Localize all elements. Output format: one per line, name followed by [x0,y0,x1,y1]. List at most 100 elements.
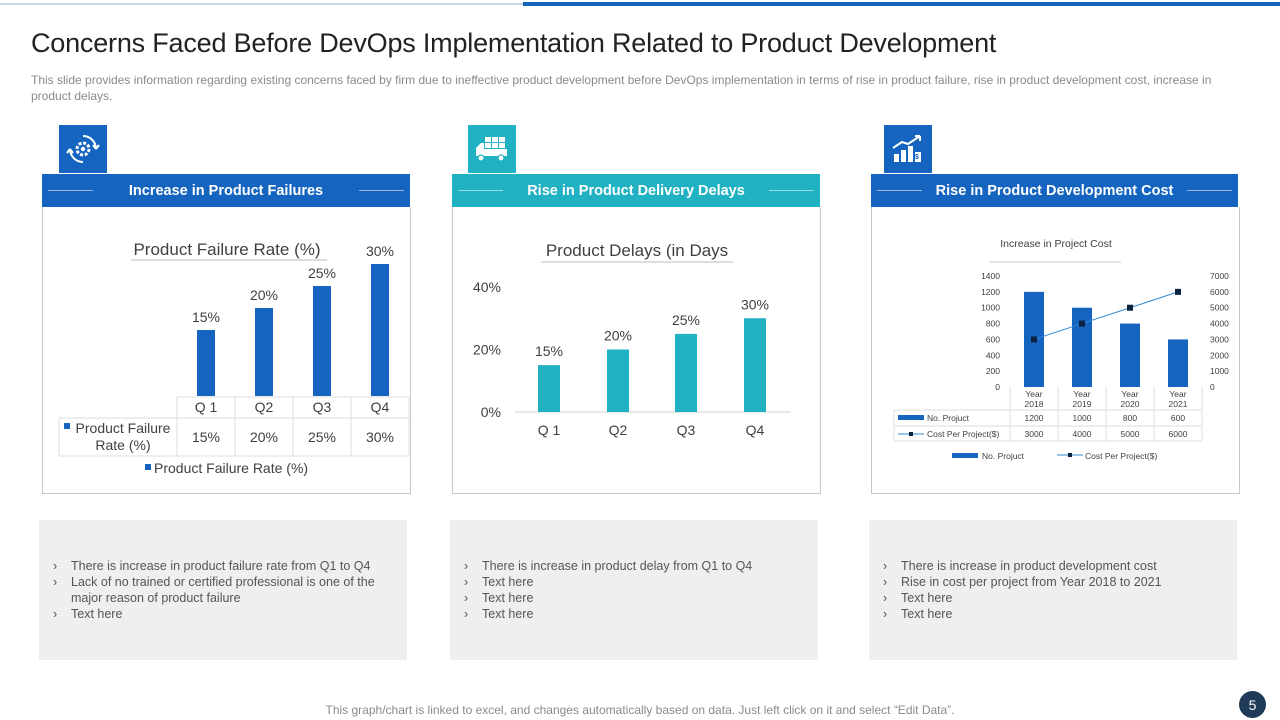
y-left-tick-label: 1400 [981,271,1000,281]
failure-table-value: 30% [366,429,394,445]
note-item: There is increase in product delay from … [462,558,806,574]
note-item: Text here [462,606,806,622]
project-count-table-value: 800 [1123,413,1137,423]
note-item: There is increase in product failure rat… [51,558,395,574]
failure-bar-label: 15% [192,309,220,325]
table-bar-key [898,415,924,420]
failure-bar-label: 25% [308,265,336,281]
y-left-tick-label: 600 [986,334,1000,344]
page-number: 5 [1239,691,1266,718]
delay-category-label: Q4 [746,422,765,438]
top-accent-line-dark [523,2,1280,6]
y-right-tick-label: 4000 [1210,319,1229,329]
table-line-key [909,432,913,436]
chart-3-legend-1: No. Projuct [982,451,1025,461]
slide-title: Concerns Faced Before DevOps Implementat… [31,28,997,58]
failure-category-label: Q4 [371,399,390,415]
project-count-bar [1120,323,1140,387]
note-item: Text here [462,574,806,590]
failure-bar-label: 20% [250,287,278,303]
legend-line-key [1068,453,1072,457]
cost-per-project-marker [1175,288,1181,295]
project-count-bar [1168,339,1188,387]
failure-bar [197,330,215,396]
delay-bar [607,349,629,412]
x-category-label: Year [1169,389,1186,399]
panel-1-notes: There is increase in product failure rat… [39,520,407,660]
project-count-table-value: 1200 [1025,413,1044,423]
panel-3-notes: There is increase in product development… [869,520,1237,660]
delivery-delay-chart-panel: Product Delays (in Days 0% 20% 40% 15% Q 1 2… [452,207,821,494]
note-item: There is increase in product development… [881,558,1225,574]
y-right-tick-label: 2000 [1210,350,1229,360]
note-item: Rise in cost per project from Year 2018 … [881,574,1225,590]
svg-text:$: $ [915,154,919,161]
failure-rate-chart-panel: Product Failure Rate (%) 15% 20% 25% 30% Pr… [42,207,411,494]
panel-2-heading: Rise in Product Delivery Delays [452,174,820,207]
failure-table-value: 25% [308,429,336,445]
x-category-label: 2021 [1169,399,1188,409]
cost-per-project-marker [1079,320,1085,327]
table-series-2-label: Cost Per Project($) [927,429,999,439]
failure-table-value: 15% [192,429,220,445]
panel-2-heading-text: Rise in Product Delivery Delays [527,182,745,199]
y-right-tick-label: 3000 [1210,334,1229,344]
delay-bar-label: 15% [535,343,563,359]
panel-1-heading-text: Increase in Product Failures [128,182,324,199]
note-item: Lack of no trained or certified professi… [51,574,395,606]
delay-bar-label: 25% [672,312,700,328]
x-category-label: Year [1073,389,1090,399]
table-legend-key [64,423,70,429]
note-item: Text here [881,606,1225,622]
panel-3-heading: Rise in Product Development Cost [871,174,1238,207]
note-item: Text here [881,590,1225,606]
slide-subtitle: This slide provides information regardin… [31,73,1212,103]
failure-bar [313,286,331,396]
cost-per-project-line [1033,291,1179,340]
delay-category-label: Q2 [609,422,628,438]
failure-category-label: Q3 [313,399,332,415]
delay-bar [538,365,560,412]
y-left-tick-label: 400 [986,350,1000,360]
y-right-tick-label: 1000 [1210,366,1229,376]
chart-1-legend: Product Failure Rate (%) [154,460,308,476]
gear-cycle-icon [59,125,107,173]
chart-3-title: Increase in Project Cost [1000,238,1112,250]
panel-1-heading: Increase in Product Failures [42,174,410,207]
y-left-tick-label: 800 [986,319,1000,329]
x-category-label: 2019 [1073,399,1092,409]
table-row-label-line-2: Rate (%) [95,437,150,453]
delay-bar [675,333,697,412]
legend-bar-key [952,453,978,458]
panel-2-notes: There is increase in product delay from … [450,520,818,660]
development-cost-chart: Increase in Project Cost 0 200 400 600 800 10… [893,238,1229,461]
project-count-table-value: 1000 [1073,413,1092,423]
chart-3-legend-2: Cost Per Project($) [1085,451,1157,461]
chart-1-title: Product Failure Rate (%) [133,240,320,259]
failure-bar-label: 30% [366,243,394,259]
failure-bar [255,308,273,396]
failure-table-value: 20% [250,429,278,445]
delay-category-label: Q 1 [538,422,561,438]
note-item: Text here [51,606,395,622]
cost-per-project-marker [1031,336,1037,343]
y-tick-label: 40% [473,279,501,295]
y-right-tick-label: 5000 [1210,303,1229,313]
table-series-1-label: No. Projuct [927,413,970,423]
legend-key [145,464,151,470]
y-right-tick-label: 0 [1210,382,1215,392]
cost-table-value: 3000 [1025,429,1044,439]
y-left-tick-label: 1200 [981,287,1000,297]
x-category-label: 2020 [1121,399,1140,409]
y-tick-label: 20% [473,342,501,358]
delay-bar [744,318,766,412]
failure-rate-chart: Product Failure Rate (%) 15% 20% 25% 30% Pr… [58,240,410,476]
note-item: Text here [462,590,806,606]
cost-per-project-marker [1127,304,1133,311]
y-tick-label: 0% [481,404,501,420]
failure-bar [371,264,389,396]
project-count-table-value: 600 [1171,413,1185,423]
development-cost-chart-panel: Increase in Project Cost 0 200 400 600 800 10… [871,207,1240,494]
chart-2-title: Product Delays (in Days [546,241,728,260]
delivery-delay-chart: Product Delays (in Days 0% 20% 40% 15% Q 1 2… [473,241,791,438]
